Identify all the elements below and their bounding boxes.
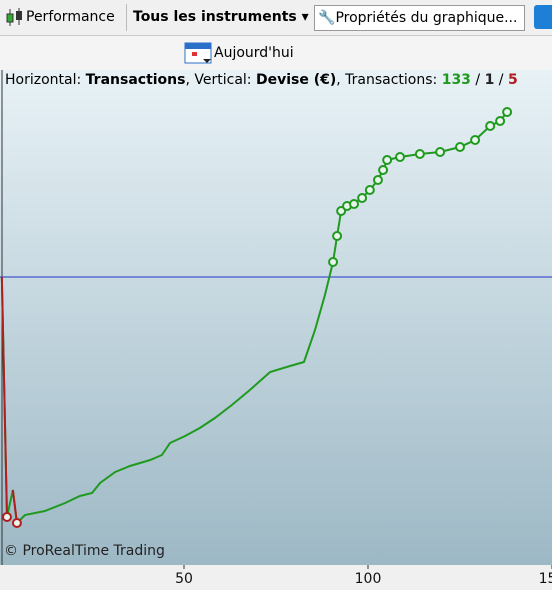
trade-marker: [332, 231, 343, 241]
label: Tous les instruments: [133, 9, 297, 25]
trade-marker: [11, 518, 22, 528]
trade-marker: [395, 152, 406, 162]
trade-marker: [470, 135, 481, 145]
x-tick-label: 100: [355, 571, 382, 587]
trade-marker: [357, 193, 368, 203]
loss-segment: [0, 276, 8, 518]
text: Devise (€): [255, 72, 337, 88]
trade-marker: [364, 185, 375, 195]
trade-marker: [502, 107, 513, 117]
date-button[interactable]: Aujourd'hui: [184, 40, 294, 64]
label: Performance: [26, 9, 115, 25]
text: Horizontal:: [5, 72, 86, 88]
neutral-count: 1: [484, 72, 495, 88]
text: /: [494, 72, 508, 88]
plot-area: [0, 70, 552, 565]
instruments-dropdown[interactable]: Tous les instruments ▾: [133, 9, 309, 25]
label: Propriétés du graphique...: [335, 10, 518, 26]
date-row: Aujourd'hui: [0, 36, 552, 70]
performance-button[interactable]: Performance: [4, 5, 115, 29]
total-count: 133: [441, 72, 471, 88]
calendar-icon: [184, 42, 212, 64]
share-button[interactable]: [534, 5, 552, 29]
toolbar: Performance Tous les instruments ▾ 🔧Prop…: [0, 0, 552, 36]
x-axis-area: [0, 565, 552, 590]
chart-info: Horizontal: Transactions, Vertical: Devi…: [5, 72, 518, 88]
trade-marker: [455, 142, 465, 152]
icon: [6, 8, 22, 26]
chart: © ProRealTime Trading 50 100 150: [0, 70, 552, 590]
properties-button[interactable]: 🔧Propriétés du graphique...: [314, 5, 525, 31]
trade-marker: [328, 257, 339, 267]
label: Aujourd'hui: [214, 45, 294, 61]
trade-marker: [435, 147, 446, 157]
trade-marker: [485, 121, 496, 131]
text: Transactions: [85, 72, 186, 88]
trade-marker: [349, 199, 360, 209]
x-tick-label: 50: [175, 571, 193, 587]
text: /: [470, 72, 485, 88]
text: , Vertical:: [185, 72, 256, 88]
trade-marker: [414, 149, 425, 159]
loss-segment: [11, 489, 18, 524]
trade-marker: [1, 512, 12, 522]
trade-marker: [372, 175, 383, 185]
losing-count: 5: [507, 72, 518, 88]
trade-marker: [378, 165, 389, 175]
trade-marker: [495, 116, 506, 126]
trade-marker: [382, 155, 393, 165]
copyright: © ProRealTime Trading: [4, 543, 165, 559]
x-tick-label: 150: [539, 571, 552, 587]
text: , Transactions:: [336, 72, 442, 88]
